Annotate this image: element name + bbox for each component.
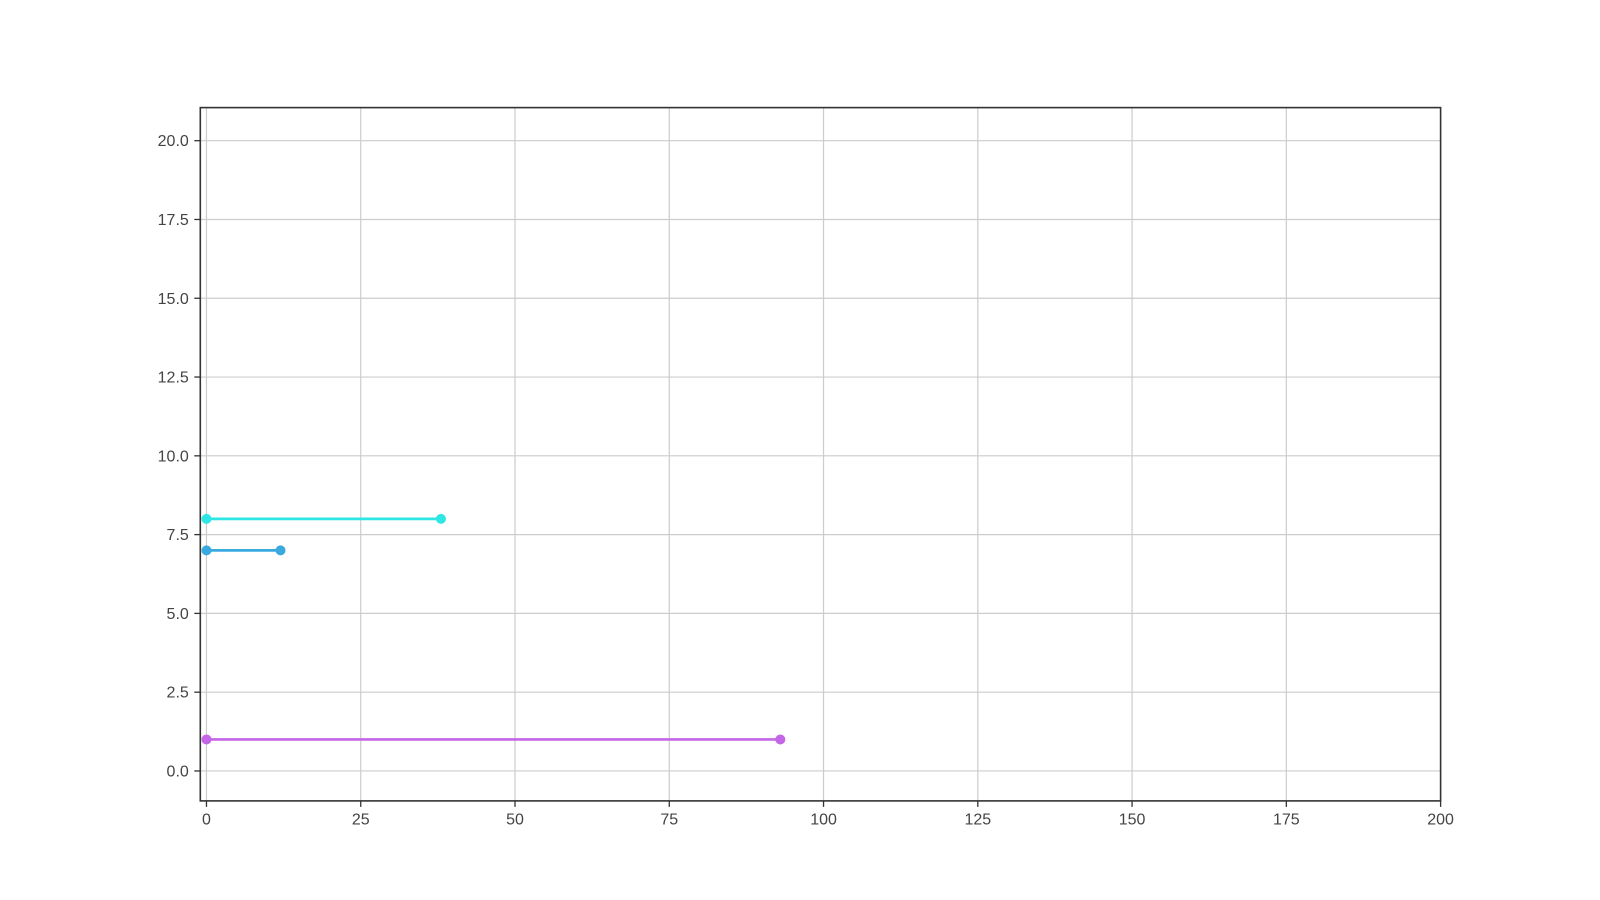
svg-text:2.5: 2.5	[167, 685, 189, 702]
svg-text:50: 50	[506, 811, 524, 828]
svg-text:15.0: 15.0	[158, 291, 189, 308]
svg-text:200: 200	[1427, 811, 1454, 828]
svg-text:100: 100	[810, 811, 837, 828]
svg-text:0: 0	[202, 811, 211, 828]
svg-text:75: 75	[660, 811, 678, 828]
svg-text:0.0: 0.0	[167, 763, 189, 780]
svg-text:12.5: 12.5	[158, 370, 189, 387]
svg-text:17.5: 17.5	[158, 212, 189, 229]
svg-text:20.0: 20.0	[158, 133, 189, 150]
svg-text:125: 125	[964, 811, 991, 828]
svg-text:25: 25	[352, 811, 370, 828]
svg-text:5.0: 5.0	[167, 606, 189, 623]
svg-text:175: 175	[1273, 811, 1300, 828]
svg-text:10.0: 10.0	[158, 448, 189, 465]
svg-text:7.5: 7.5	[167, 527, 189, 544]
svg-text:150: 150	[1119, 811, 1146, 828]
